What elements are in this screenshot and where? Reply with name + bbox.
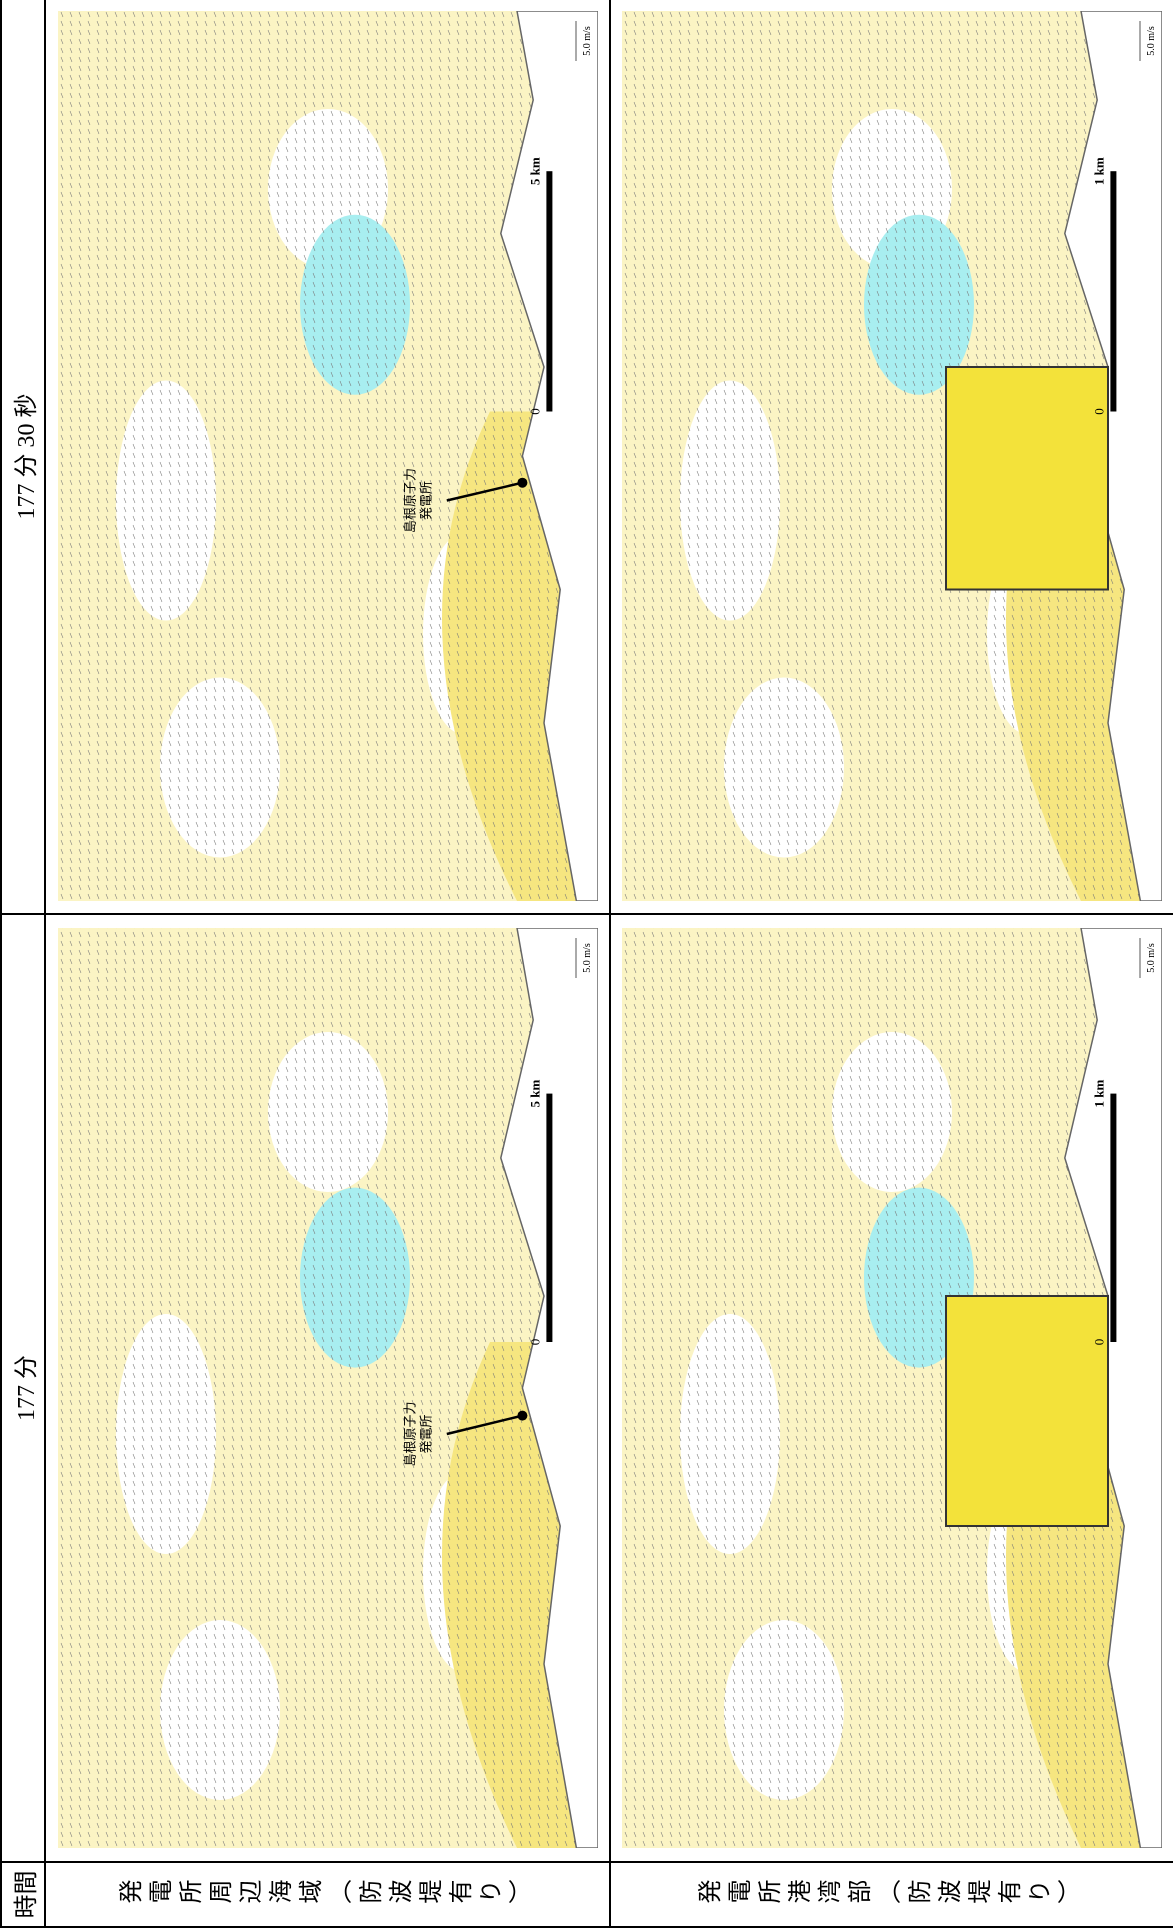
leader <box>446 481 523 503</box>
scale-end: 5 km <box>527 158 542 186</box>
plant-label: 島根原子力 <box>402 1401 417 1466</box>
scale-end: 1 km <box>1091 1080 1106 1108</box>
arrows <box>622 928 1162 1848</box>
velocity-scale: 5.0 m/s <box>582 27 593 57</box>
row-label: 発電所周辺海域（防波堤有り） <box>117 1882 538 1908</box>
scale-end: 5 km <box>527 1080 542 1108</box>
scale-bar <box>1110 171 1117 412</box>
map: 0 1 km 5.0 m/s <box>622 928 1162 1848</box>
velocity-scale: 5.0 m/s <box>582 943 593 973</box>
plant-label: 島根原子力 <box>402 468 417 533</box>
plant-label: 発電所 <box>418 481 433 520</box>
map-cell: 0 1 km 5.0 m/s <box>610 0 1173 914</box>
map-cell: 島根原子力 発電所 0 5 km 5.0 m/s <box>45 0 610 914</box>
land <box>499 928 598 1848</box>
velocity-scale: 5.0 m/s <box>1146 27 1157 57</box>
scale-bar <box>545 1093 552 1342</box>
scale-start: 0 <box>1091 409 1106 416</box>
row-header: 発電所港湾部（防波堤有り） <box>610 1862 1173 1927</box>
arrows <box>622 11 1162 902</box>
row-label: 発電所港湾部（防波堤有り） <box>697 1882 1087 1908</box>
land <box>1064 928 1162 1848</box>
column-header: 177 分 <box>1 914 45 1862</box>
plant-label: 発電所 <box>418 1414 433 1453</box>
map-cell: 0 1 km 5.0 m/s <box>610 914 1173 1862</box>
map: 島根原子力 発電所 0 5 km 5.0 m/s <box>57 928 598 1848</box>
plant-site <box>945 1295 1109 1527</box>
plant-marker <box>516 478 527 489</box>
land <box>1064 11 1162 902</box>
scale-start: 0 <box>527 409 542 416</box>
map: 0 1 km 5.0 m/s <box>622 11 1162 902</box>
arrows <box>57 11 598 902</box>
arrows <box>57 928 598 1848</box>
plant-marker <box>516 1410 527 1421</box>
plant-site <box>945 366 1109 591</box>
time-header: 時間 <box>1 1862 45 1927</box>
scale-end: 1 km <box>1091 158 1106 186</box>
map: 島根原子力 発電所 0 5 km 5.0 m/s <box>57 11 598 902</box>
leader <box>446 1414 523 1436</box>
row-header: 発電所周辺海域（防波堤有り） <box>45 1862 610 1927</box>
land <box>499 11 598 902</box>
scale-start: 0 <box>1091 1339 1106 1346</box>
column-header: 177 分 30 秒 <box>1 0 45 914</box>
map-cell: 島根原子力 発電所 0 5 km 5.0 m/s <box>45 914 610 1862</box>
scale-bar <box>1110 1093 1117 1342</box>
scale-bar <box>545 171 552 412</box>
velocity-scale: 5.0 m/s <box>1146 943 1157 973</box>
scale-start: 0 <box>527 1339 542 1346</box>
